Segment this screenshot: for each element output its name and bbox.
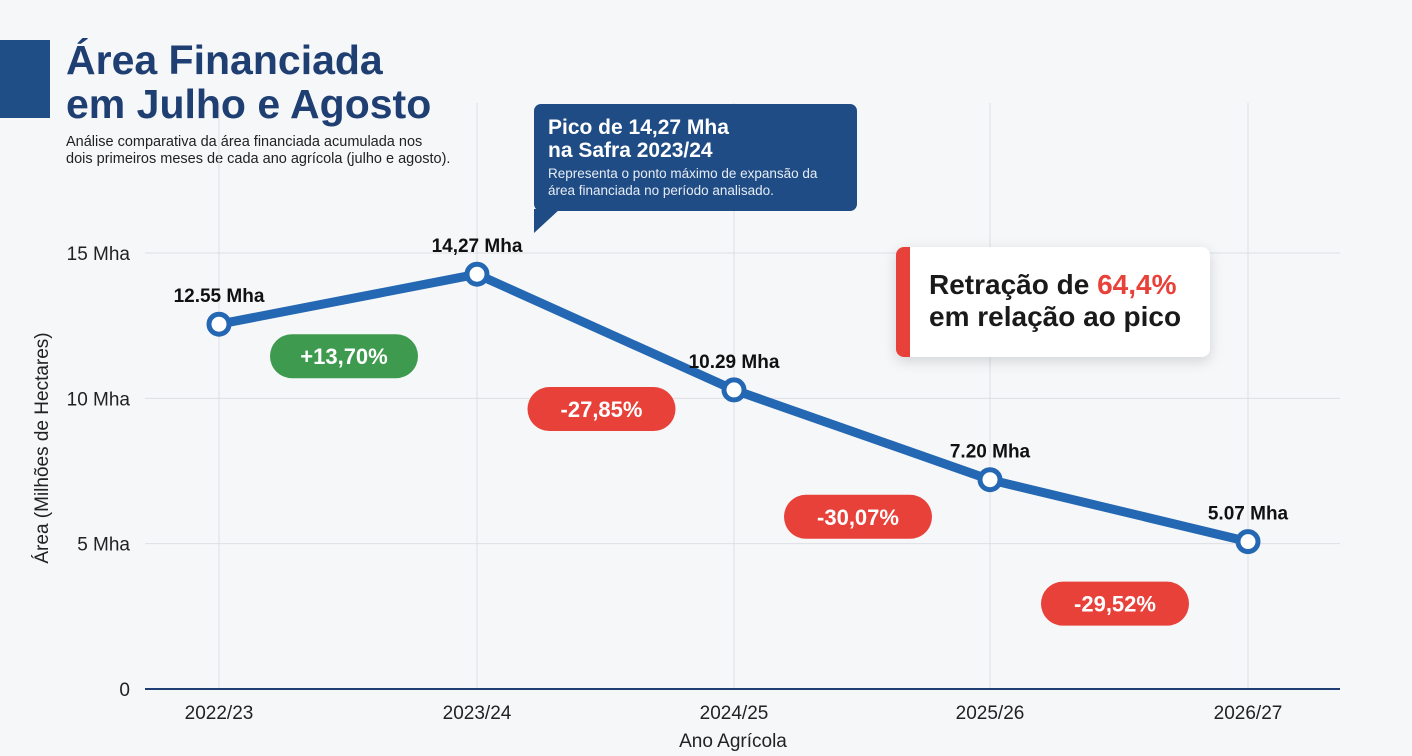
peak-callout: Pico de 14,27 Mha na Safra 2023/24 Repre… [534, 104, 857, 211]
title-accent-bar [0, 40, 50, 118]
data-point [721, 377, 747, 403]
change-badge [270, 334, 418, 379]
data-label: 5.07 Mha [1208, 504, 1289, 525]
y-tick-label: 10 Mha [67, 389, 131, 410]
y-tick-label: 0 [119, 680, 130, 701]
y-axis-title: Área (Milhões de Hectares) [32, 332, 53, 563]
y-tick-label: 5 Mha [77, 535, 130, 556]
data-point [1235, 529, 1261, 555]
change-badge-label: -27,85% [561, 397, 643, 422]
data-point [977, 467, 1003, 493]
chart-title: Área Financiada em Julho e Agosto [66, 38, 431, 126]
data-label: 12.55 Mha [174, 286, 265, 307]
peak-callout-text: Representa o ponto máximo de expansão da… [548, 166, 818, 198]
change-badge-label: -29,52% [1074, 592, 1156, 617]
data-label: 14,27 Mha [432, 236, 523, 257]
summary-prefix: Retração de [929, 269, 1098, 300]
data-point [206, 311, 232, 337]
x-tick-label: 2024/25 [700, 703, 769, 724]
x-axis-title: Ano Agrícola [679, 731, 787, 752]
chart-title-line2: em Julho e Agosto [66, 81, 432, 127]
x-tick-label: 2026/27 [1214, 703, 1283, 724]
y-tick-label: 15 Mha [67, 244, 131, 265]
change-badge-label: -30,07% [817, 505, 899, 530]
retraction-summary-card: Retração de 64,4% em relação ao pico [896, 247, 1210, 357]
peak-callout-pointer [534, 209, 560, 233]
peak-callout-title-line1: Pico de 14,27 Mha [548, 116, 729, 139]
chart-title-line1: Área Financiada [66, 37, 383, 83]
x-tick-label: 2023/24 [443, 703, 512, 724]
data-point [464, 261, 490, 287]
summary-accent-bar [896, 247, 910, 357]
data-label: 10.29 Mha [689, 352, 780, 373]
change-badge [527, 387, 676, 432]
data-label: 7.20 Mha [950, 442, 1031, 463]
change-badge [784, 494, 932, 539]
peak-callout-title: Pico de 14,27 Mha na Safra 2023/24 [548, 116, 843, 162]
peak-callout-title-line2: na Safra 2023/24 [548, 139, 713, 162]
change-badge-label: +13,70% [300, 344, 387, 369]
x-tick-label: 2025/26 [956, 703, 1025, 724]
change-badge [1041, 581, 1189, 626]
summary-line1: Retração de 64,4% [929, 269, 1210, 301]
chart-subtitle: Análise comparativa da área financiada a… [66, 134, 451, 167]
x-tick-label: 2022/23 [185, 703, 254, 724]
summary-line2: em relação ao pico [929, 301, 1182, 332]
summary-highlight: 64,4% [1097, 269, 1177, 300]
